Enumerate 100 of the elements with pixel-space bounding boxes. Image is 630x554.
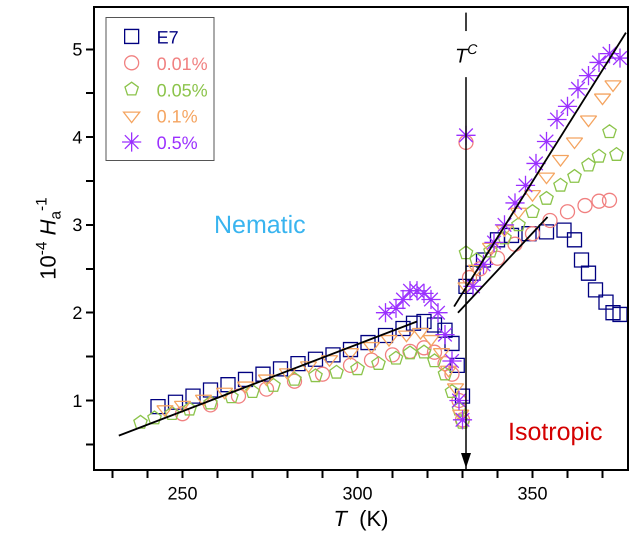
point <box>580 266 596 281</box>
annotation: Nematic <box>214 211 306 239</box>
point <box>599 43 620 64</box>
point <box>168 394 184 410</box>
x-tick-label: 300 <box>342 484 373 504</box>
point <box>308 352 324 367</box>
point <box>185 388 201 404</box>
point <box>290 356 306 372</box>
point <box>371 356 386 370</box>
point <box>566 232 582 248</box>
point <box>437 322 453 338</box>
point <box>287 372 302 386</box>
point <box>245 384 260 398</box>
point <box>437 356 453 372</box>
point <box>314 366 330 382</box>
legend-label: 0.05% <box>156 80 208 100</box>
point <box>416 340 432 356</box>
point <box>521 226 537 242</box>
point <box>308 368 323 382</box>
y-tick-label: 5 <box>72 40 82 60</box>
point <box>553 178 568 192</box>
annotation: Isotropic <box>508 418 602 446</box>
point <box>258 381 274 397</box>
point <box>574 252 590 268</box>
point <box>220 377 236 392</box>
point <box>546 109 568 130</box>
point <box>202 382 218 398</box>
point <box>428 302 448 323</box>
point <box>511 217 526 232</box>
point <box>438 366 452 380</box>
point <box>426 317 442 333</box>
point <box>426 344 442 360</box>
point <box>592 148 606 163</box>
point <box>427 353 442 368</box>
x-tick-label: 350 <box>517 484 548 504</box>
point <box>230 388 246 404</box>
point <box>202 397 218 413</box>
point <box>484 232 504 253</box>
y-tick-label: 1 <box>72 390 82 411</box>
legend-label: E7 <box>156 27 179 48</box>
point <box>524 226 540 242</box>
point <box>490 250 506 266</box>
point <box>578 65 599 86</box>
point <box>416 344 432 359</box>
point <box>568 78 588 100</box>
y-tick-label: 4 <box>72 127 82 148</box>
point <box>472 261 488 276</box>
point <box>164 406 180 420</box>
point <box>386 298 406 319</box>
point <box>536 131 557 152</box>
point <box>133 414 148 429</box>
point <box>458 134 474 150</box>
point <box>609 146 624 161</box>
point <box>203 395 218 410</box>
point <box>483 244 498 258</box>
legend-label: 0.5% <box>156 133 198 154</box>
point <box>515 175 536 196</box>
point <box>539 190 554 205</box>
x-axis-title: T (K) <box>333 506 389 531</box>
point <box>388 350 404 365</box>
point <box>360 334 376 350</box>
ref-line-label: T$^{C}$ <box>455 41 478 68</box>
point <box>286 374 302 389</box>
point <box>420 289 442 310</box>
point <box>444 366 460 382</box>
point <box>452 402 466 416</box>
point <box>325 347 341 362</box>
x-tick-label: 250 <box>167 484 198 504</box>
point <box>612 306 627 322</box>
point <box>384 347 400 362</box>
point <box>150 399 166 414</box>
point <box>577 198 593 214</box>
point <box>581 158 596 172</box>
point <box>329 364 344 379</box>
point <box>454 388 470 404</box>
point <box>494 214 515 236</box>
point <box>342 358 358 374</box>
point <box>490 232 506 248</box>
point <box>538 224 554 240</box>
point <box>442 350 462 372</box>
point <box>525 204 540 218</box>
point <box>602 192 618 208</box>
point <box>556 222 572 238</box>
point <box>392 289 414 310</box>
point <box>557 96 578 117</box>
point <box>476 252 492 268</box>
point <box>504 228 520 244</box>
point <box>395 320 411 336</box>
point <box>473 254 494 275</box>
point <box>450 358 465 374</box>
point <box>364 352 380 368</box>
point <box>238 372 254 388</box>
y-tick-label: 3 <box>72 215 82 236</box>
point <box>526 153 546 174</box>
point <box>375 302 396 323</box>
point <box>434 324 456 345</box>
point <box>174 406 190 422</box>
point <box>350 361 365 376</box>
point <box>266 378 281 392</box>
point <box>224 389 239 404</box>
